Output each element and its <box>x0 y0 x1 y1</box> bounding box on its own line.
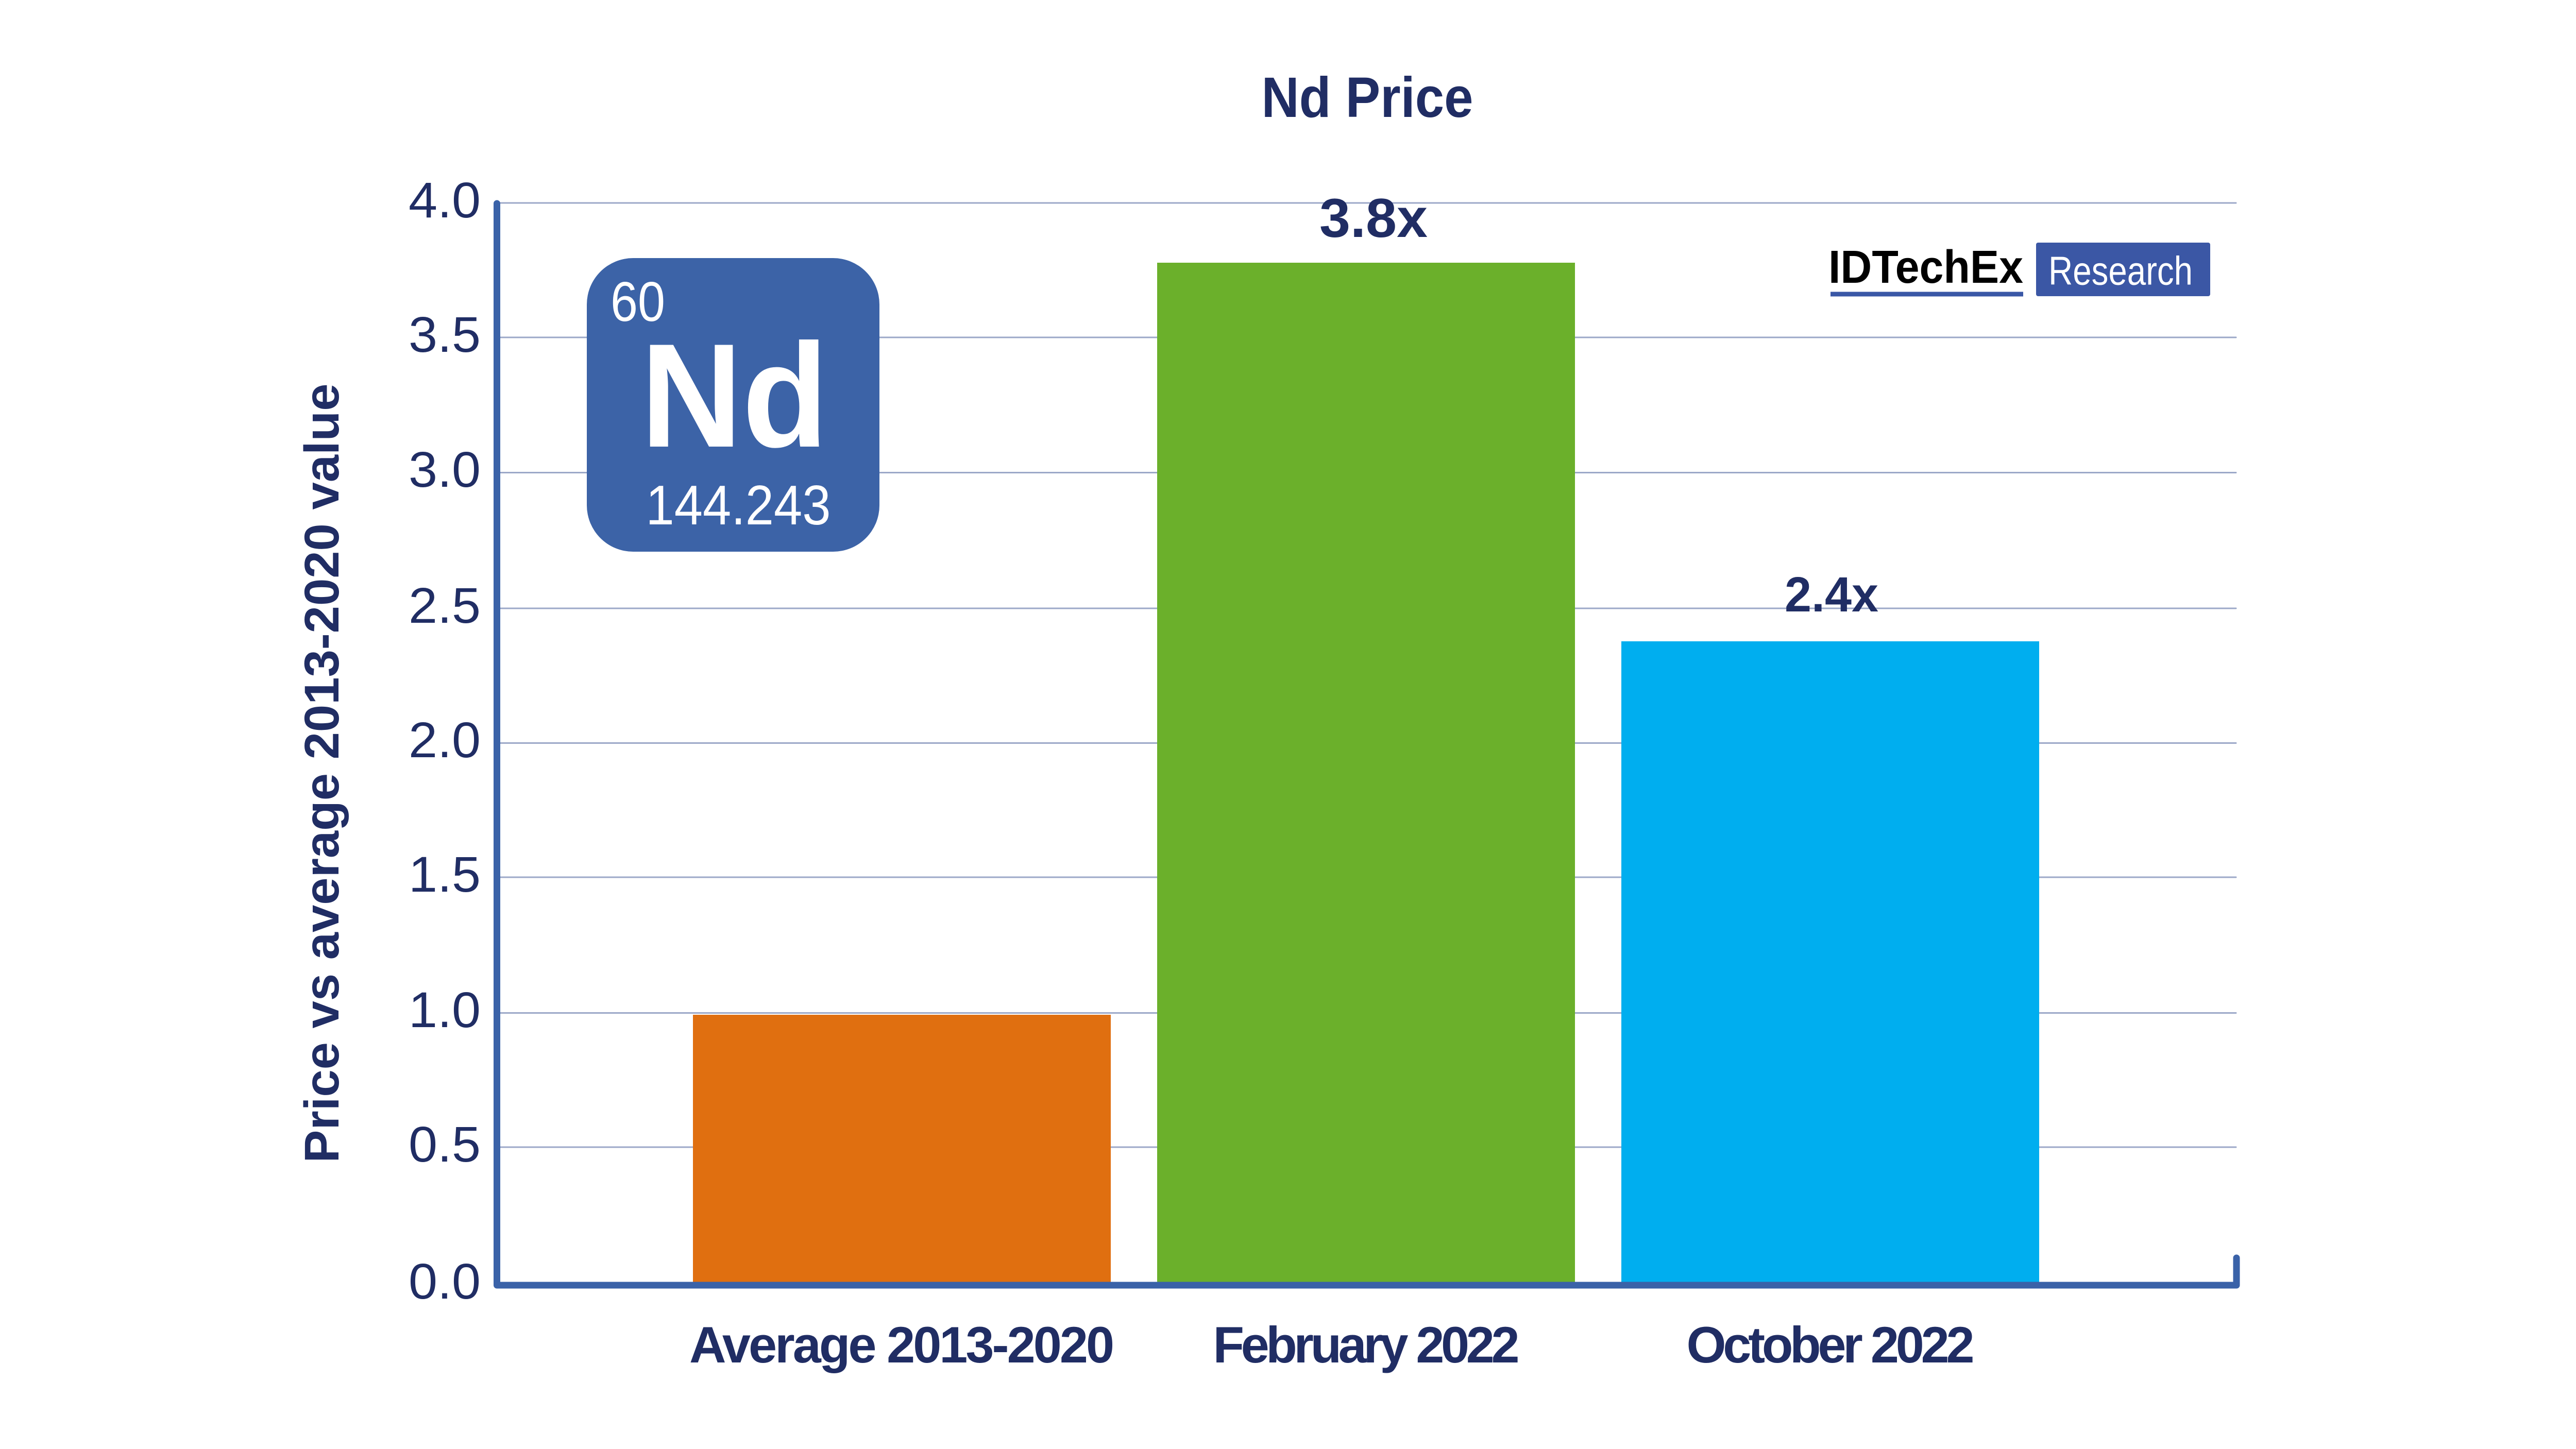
svg-text:2.4x: 2.4x <box>1785 567 1878 622</box>
svg-text:October 2022: October 2022 <box>1687 1316 1975 1373</box>
svg-text:Nd: Nd <box>641 313 828 478</box>
svg-text:1.5: 1.5 <box>409 846 481 902</box>
svg-text:3.8x: 3.8x <box>1319 187 1428 249</box>
svg-text:2.5: 2.5 <box>409 577 481 634</box>
svg-text:3.5: 3.5 <box>409 306 481 363</box>
svg-text:2.0: 2.0 <box>409 712 481 768</box>
svg-text:February 2022: February 2022 <box>1213 1316 1520 1373</box>
svg-text:60: 60 <box>611 270 665 333</box>
svg-text:Price vs average 2013-2020 val: Price vs average 2013-2020 value <box>295 384 349 1163</box>
svg-text:1.0: 1.0 <box>409 982 481 1038</box>
svg-text:4.0: 4.0 <box>409 172 481 228</box>
svg-text:Average 2013-2020: Average 2013-2020 <box>689 1316 1114 1373</box>
svg-text:0.5: 0.5 <box>409 1116 481 1172</box>
svg-text:3.0: 3.0 <box>409 441 481 498</box>
svg-text:IDTechEx: IDTechEx <box>1828 242 2023 293</box>
svg-text:0.0: 0.0 <box>409 1253 481 1309</box>
svg-text:144.243: 144.243 <box>646 474 831 537</box>
svg-text:Research: Research <box>2048 248 2193 294</box>
svg-text:Nd Price: Nd Price <box>1262 66 1473 129</box>
